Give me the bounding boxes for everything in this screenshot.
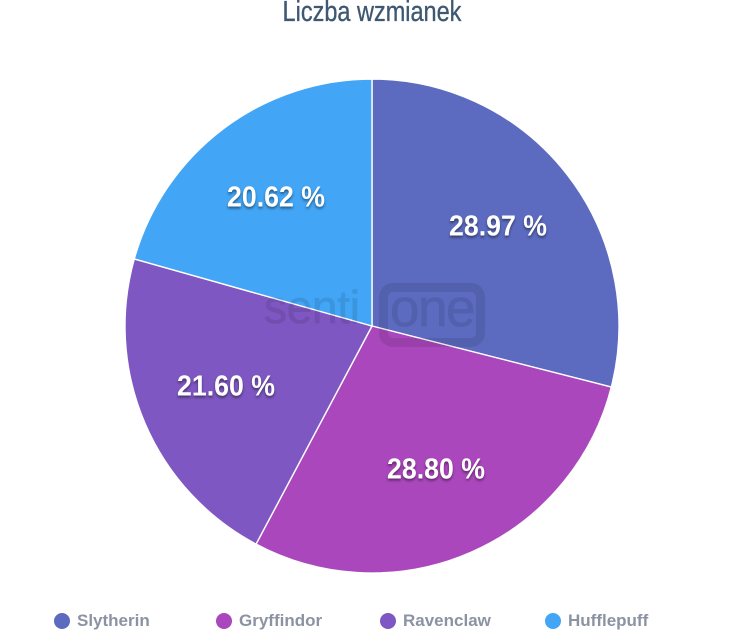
- watermark-logo: senti one: [264, 279, 485, 347]
- legend-dot-ravenclaw: [380, 613, 396, 629]
- watermark-text-one: one: [390, 279, 474, 338]
- pie-slices: [124, 78, 620, 574]
- legend-dot-hufflepuff: [545, 613, 561, 629]
- legend-item-ravenclaw[interactable]: Ravenclaw: [380, 612, 491, 630]
- legend-item-slytherin[interactable]: Slytherin: [54, 612, 150, 630]
- watermark-box: [379, 283, 485, 347]
- slice-value-gryffindor: 28.80 %: [387, 453, 486, 486]
- chart-title: Liczba wzmianek: [282, 0, 462, 28]
- legend-label-hufflepuff: Hufflepuff: [568, 611, 649, 630]
- legend-item-hufflepuff[interactable]: Hufflepuff: [545, 612, 648, 630]
- watermark-text-senti: senti: [264, 281, 360, 333]
- legend-label-slytherin: Slytherin: [77, 611, 150, 630]
- legend-label-ravenclaw: Ravenclaw: [403, 611, 491, 630]
- legend-item-gryffindor[interactable]: Gryffindor: [216, 612, 322, 630]
- pie-slice-hufflepuff[interactable]: [133, 78, 373, 327]
- pie-slice-slytherin[interactable]: [371, 78, 620, 388]
- slice-value-slytherin: 28.97 %: [448, 210, 547, 243]
- legend: Slytherin Gryffindor Ravenclaw Hufflepuff: [0, 612, 744, 632]
- legend-label-gryffindor: Gryffindor: [239, 611, 323, 630]
- legend-dot-slytherin: [54, 613, 70, 629]
- slice-value-ravenclaw: 21.60 %: [176, 370, 275, 403]
- pie-slice-ravenclaw[interactable]: [124, 258, 373, 545]
- slice-value-hufflepuff: 20.62 %: [227, 181, 325, 214]
- pie-slice-gryffindor[interactable]: [255, 325, 613, 574]
- legend-dot-gryffindor: [216, 613, 232, 629]
